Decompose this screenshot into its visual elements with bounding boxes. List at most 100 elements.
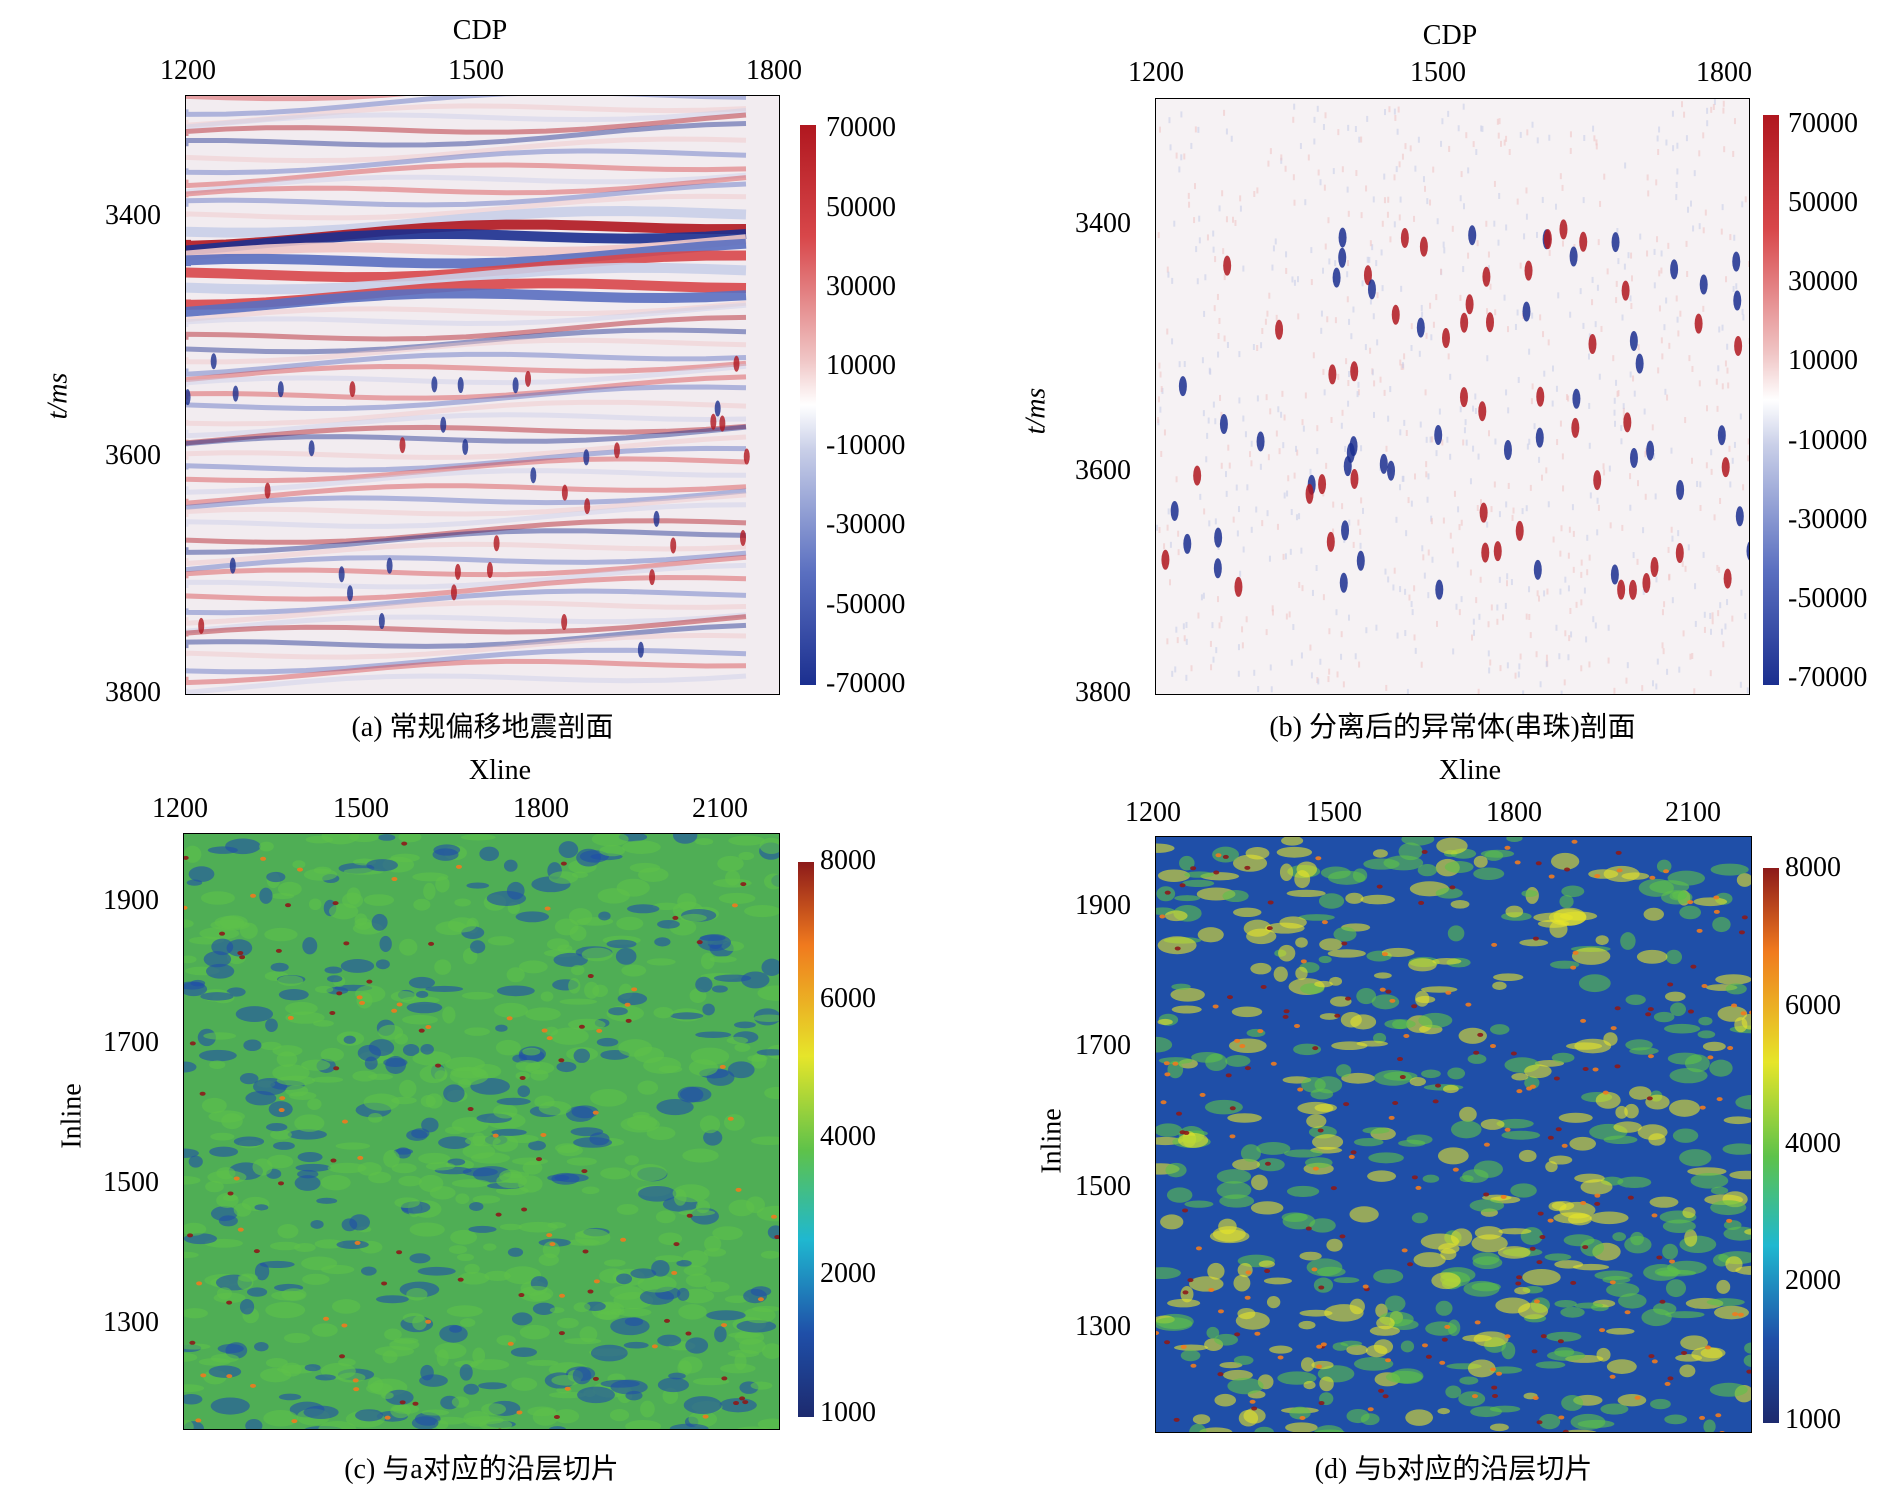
reflector-band [186, 96, 747, 117]
noise-mark [1679, 310, 1682, 317]
texture-blob [1174, 895, 1201, 902]
texture-blob [1369, 1325, 1401, 1336]
texture-blob [609, 1408, 630, 1422]
texture-blob [1561, 1395, 1584, 1411]
anomaly-spot [516, 1410, 523, 1415]
noise-mark [1716, 405, 1719, 412]
noise-mark [1292, 624, 1295, 631]
noise-mark [1705, 405, 1708, 412]
bead-mark [525, 370, 532, 387]
noise-mark [1163, 543, 1166, 550]
anomaly-spot [1727, 1046, 1734, 1051]
reflector-band [186, 351, 747, 377]
texture-blob [394, 1197, 420, 1208]
noise-mark [1171, 670, 1174, 677]
noise-mark [1348, 318, 1351, 325]
texture-blob [366, 859, 398, 872]
anomaly-spot [1449, 885, 1456, 890]
texture-blob [1650, 1398, 1671, 1410]
anomaly-spot [1226, 995, 1233, 1000]
anomaly-spot [1378, 1388, 1385, 1393]
texture-blob [727, 1349, 760, 1358]
anomaly-spot [1562, 1429, 1569, 1432]
texture-blob [1624, 1235, 1652, 1254]
noise-mark [1183, 635, 1186, 642]
texture-blob [1725, 983, 1747, 995]
noise-mark [1200, 594, 1203, 601]
noise-mark [1503, 139, 1506, 146]
anomaly-spot [742, 1400, 749, 1405]
noise-mark [1449, 532, 1452, 539]
anomaly-spot [1663, 869, 1670, 874]
noise-mark [1747, 455, 1749, 462]
bead-mark [1338, 247, 1347, 268]
noise-mark [1360, 212, 1363, 219]
anomaly-spot [1536, 1260, 1543, 1265]
noise-mark [1447, 110, 1450, 117]
bead-mark [1503, 440, 1512, 461]
noise-mark [1440, 140, 1443, 147]
reflector-band [186, 112, 747, 137]
texture-blob [1350, 1014, 1377, 1030]
texture-blob [761, 958, 779, 976]
bead-mark [349, 381, 356, 398]
noise-mark [1213, 305, 1216, 312]
noise-mark [1177, 530, 1180, 537]
bead-mark [561, 484, 568, 501]
noise-mark [1346, 271, 1349, 278]
noise-mark [1567, 654, 1570, 661]
anomaly-spot [1647, 1054, 1654, 1059]
noise-mark [1411, 609, 1414, 616]
anomaly-spot [1316, 1344, 1323, 1349]
texture-blob [206, 963, 235, 979]
anomaly-spot [1362, 1284, 1369, 1289]
noise-mark [1384, 568, 1387, 575]
texture-blob [1233, 1274, 1251, 1292]
anomaly-spot [396, 1250, 403, 1255]
panel-d-ylabel: Inline [1036, 1108, 1068, 1174]
texture-blob [1373, 972, 1392, 979]
texture-blob [625, 1420, 662, 1429]
texture-blob [1684, 1054, 1710, 1073]
noise-mark [1304, 199, 1307, 206]
texture-blob [285, 1085, 309, 1097]
noise-mark [1475, 597, 1478, 604]
noise-mark [1232, 516, 1235, 523]
texture-blob [226, 939, 253, 957]
texture-blob [606, 939, 637, 949]
noise-mark [1250, 526, 1253, 533]
noise-mark [1272, 245, 1275, 252]
noise-mark [1440, 268, 1443, 275]
noise-mark [1421, 311, 1424, 318]
texture-blob [510, 1347, 538, 1357]
anomaly-spot [1536, 1420, 1543, 1425]
noise-mark [1453, 490, 1456, 497]
texture-blob [1715, 974, 1751, 985]
noise-mark [1265, 394, 1268, 401]
texture-blob [343, 1035, 356, 1044]
panel-b-ylabel: t/ms [1020, 387, 1052, 435]
noise-mark [1685, 240, 1688, 247]
anomaly-spot [558, 1331, 565, 1336]
texture-blob [1250, 962, 1272, 975]
anomaly-spot [1540, 1334, 1547, 1339]
texture-blob [238, 1273, 258, 1282]
texture-blob [1450, 1120, 1482, 1139]
noise-mark [1435, 294, 1438, 301]
bead-mark [1460, 312, 1469, 333]
texture-blob [293, 1243, 316, 1253]
panel-c-cbar-label-4: 1000 [820, 1397, 876, 1428]
texture-blob [301, 1059, 331, 1071]
noise-mark [1371, 244, 1374, 251]
anomaly-spot [1190, 1363, 1197, 1368]
bead-mark [457, 377, 464, 394]
anomaly-spot [341, 1323, 348, 1328]
noise-mark [1280, 154, 1283, 161]
noise-mark [1567, 552, 1570, 559]
texture-blob [1497, 1246, 1531, 1259]
anomaly-spot [1421, 849, 1428, 854]
texture-blob [726, 1036, 749, 1045]
texture-blob [1282, 1213, 1316, 1230]
anomaly-spot [277, 1181, 284, 1186]
bead-mark [1223, 255, 1232, 276]
